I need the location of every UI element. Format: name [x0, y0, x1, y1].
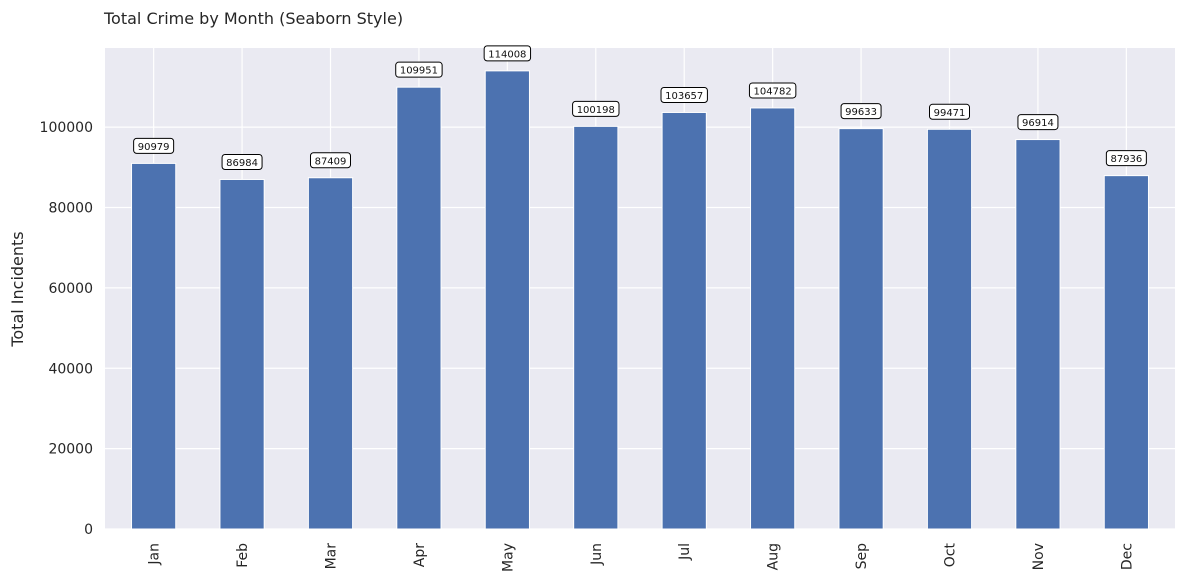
svg-text:86984: 86984 — [226, 158, 258, 169]
svg-text:90979: 90979 — [138, 142, 170, 153]
svg-text:109951: 109951 — [400, 66, 438, 77]
bar-nov — [1015, 139, 1061, 530]
x-tick-label: Jan — [147, 543, 163, 566]
bar-jul — [661, 111, 707, 530]
svg-text:114008: 114008 — [488, 49, 526, 60]
svg-text:103657: 103657 — [665, 91, 703, 102]
data-label: 100198 — [572, 100, 620, 117]
x-tick-label: Jul — [677, 543, 693, 561]
bar-mar — [307, 177, 354, 530]
x-tick-label: Dec — [1119, 543, 1135, 570]
y-axis-ticks: 0 20000 40000 60000 80000 100000 — [40, 120, 93, 538]
data-label: 114008 — [483, 45, 532, 62]
x-tick-label: Aug — [766, 543, 782, 570]
svg-text:96914: 96914 — [1022, 118, 1054, 129]
svg-text:104782: 104782 — [754, 86, 792, 97]
bar-sep — [838, 128, 884, 530]
bars — [131, 70, 1149, 530]
svg-text:99633: 99633 — [845, 107, 877, 118]
svg-text:99471: 99471 — [934, 108, 966, 119]
data-label: 99471 — [929, 103, 971, 120]
data-label: 99633 — [840, 103, 882, 120]
data-label: 87936 — [1105, 150, 1147, 167]
data-label: 86984 — [221, 153, 263, 170]
data-label: 104782 — [748, 82, 797, 99]
data-label: 87409 — [309, 152, 351, 169]
bar-feb — [219, 178, 265, 530]
bar-jan — [131, 162, 177, 530]
data-label: 90979 — [133, 137, 175, 154]
y-tick-label: 60000 — [48, 281, 93, 297]
x-tick-label: Sep — [854, 543, 870, 570]
y-tick-label: 40000 — [48, 361, 93, 377]
x-tick-label: Apr — [412, 543, 428, 567]
svg-text:100198: 100198 — [577, 105, 615, 116]
y-tick-label: 20000 — [48, 442, 93, 458]
x-tick-label: Jun — [589, 543, 605, 566]
bar-may — [484, 70, 530, 530]
y-tick-label: 0 — [84, 522, 93, 538]
x-tick-label: Nov — [1031, 543, 1047, 570]
bar-oct — [926, 128, 973, 530]
x-axis-ticks: Jan Feb Mar Apr May Jun Jul Aug Sep Oct Nov Dec — [147, 543, 1136, 572]
bar-apr — [396, 86, 442, 530]
bar-aug — [750, 107, 796, 530]
chart-title: Total Crime by Month (Seaborn Style) — [103, 9, 403, 28]
data-labels: 90979 86984 87409 109951 114008 100198 103657 1… — [133, 45, 1147, 170]
data-label: 103657 — [660, 86, 708, 103]
x-tick-label: Feb — [235, 543, 251, 568]
y-axis-label: Total Incidents — [8, 231, 27, 347]
y-tick-label: 100000 — [40, 120, 93, 136]
plot-area — [105, 48, 1175, 529]
x-tick-label: Oct — [943, 543, 959, 568]
x-tick-label: Mar — [323, 543, 339, 570]
bar-dec — [1103, 175, 1149, 530]
y-tick-label: 80000 — [48, 201, 93, 217]
svg-text:87936: 87936 — [1110, 154, 1142, 165]
bar-jun — [573, 125, 619, 530]
svg-text:87409: 87409 — [315, 156, 347, 167]
x-tick-label: May — [500, 543, 516, 572]
data-label: 96914 — [1017, 114, 1059, 131]
data-label: 109951 — [395, 61, 443, 78]
